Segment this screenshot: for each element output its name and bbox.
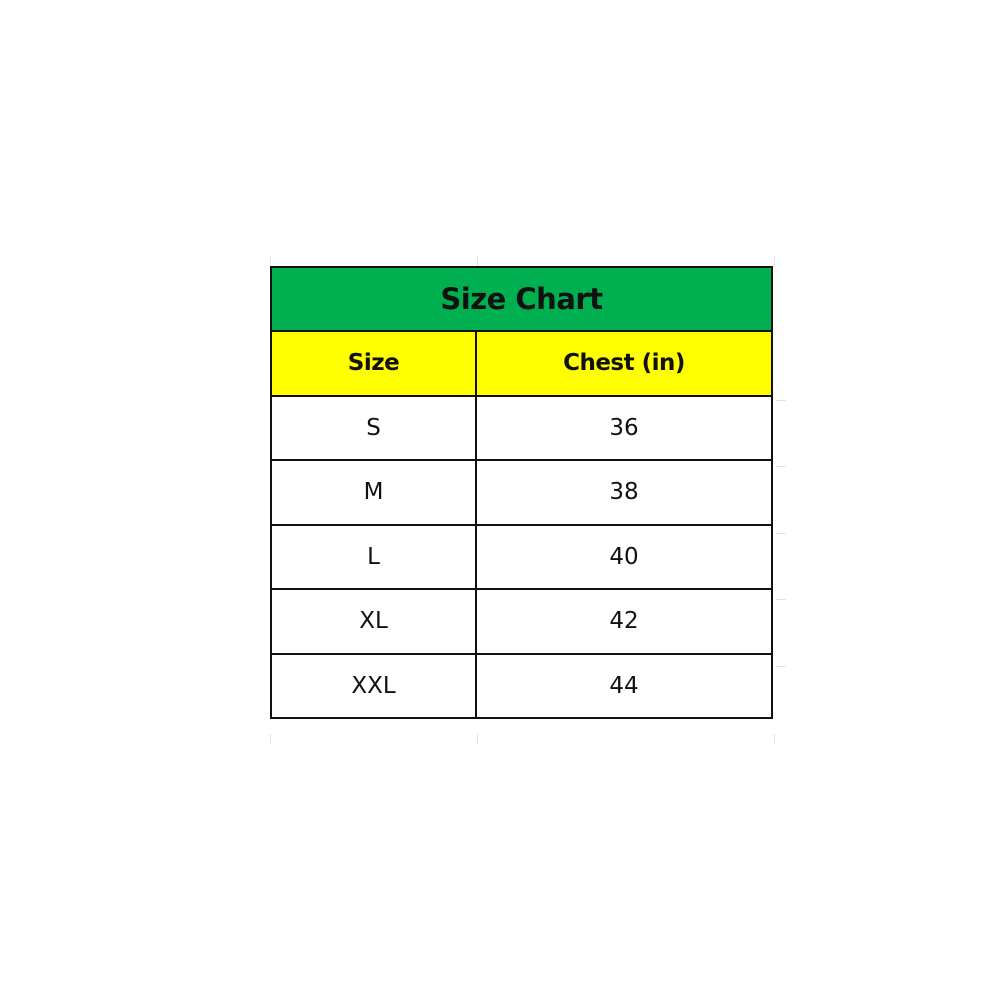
header-chest: Chest (in) (475, 330, 773, 397)
gridline-tick (477, 256, 478, 266)
gridline-tick (776, 466, 786, 467)
gridline-tick (477, 734, 478, 744)
gridline-tick (774, 734, 775, 744)
chest-cell: 38 (475, 459, 773, 526)
title-row: Size Chart (270, 266, 773, 332)
size-cell: M (270, 459, 477, 526)
chest-cell: 36 (475, 394, 773, 461)
gridline-tick (270, 734, 271, 744)
chest-cell: 44 (475, 652, 773, 719)
size-cell: XXL (270, 652, 477, 719)
chest-cell: 40 (475, 523, 773, 590)
header-row: Size Chest (in) (270, 330, 773, 397)
table-row: S 36 (270, 394, 773, 461)
gridline-tick (776, 533, 786, 534)
table-row: L 40 (270, 523, 773, 590)
size-cell: S (270, 394, 477, 461)
gridline-tick (774, 256, 775, 266)
gridline-tick (776, 666, 786, 667)
header-size: Size (270, 330, 477, 397)
table-title: Size Chart (270, 266, 773, 332)
size-cell: L (270, 523, 477, 590)
size-cell: XL (270, 588, 477, 655)
size-chart-table: Size Chart Size Chest (in) S 36 M 38 L 4… (270, 266, 773, 719)
gridline-tick (776, 599, 786, 600)
gridline-tick (776, 400, 786, 401)
table-row: XL 42 (270, 588, 773, 655)
table-row: XXL 44 (270, 652, 773, 719)
chest-cell: 42 (475, 588, 773, 655)
gridline-tick (270, 256, 271, 266)
table-row: M 38 (270, 459, 773, 526)
